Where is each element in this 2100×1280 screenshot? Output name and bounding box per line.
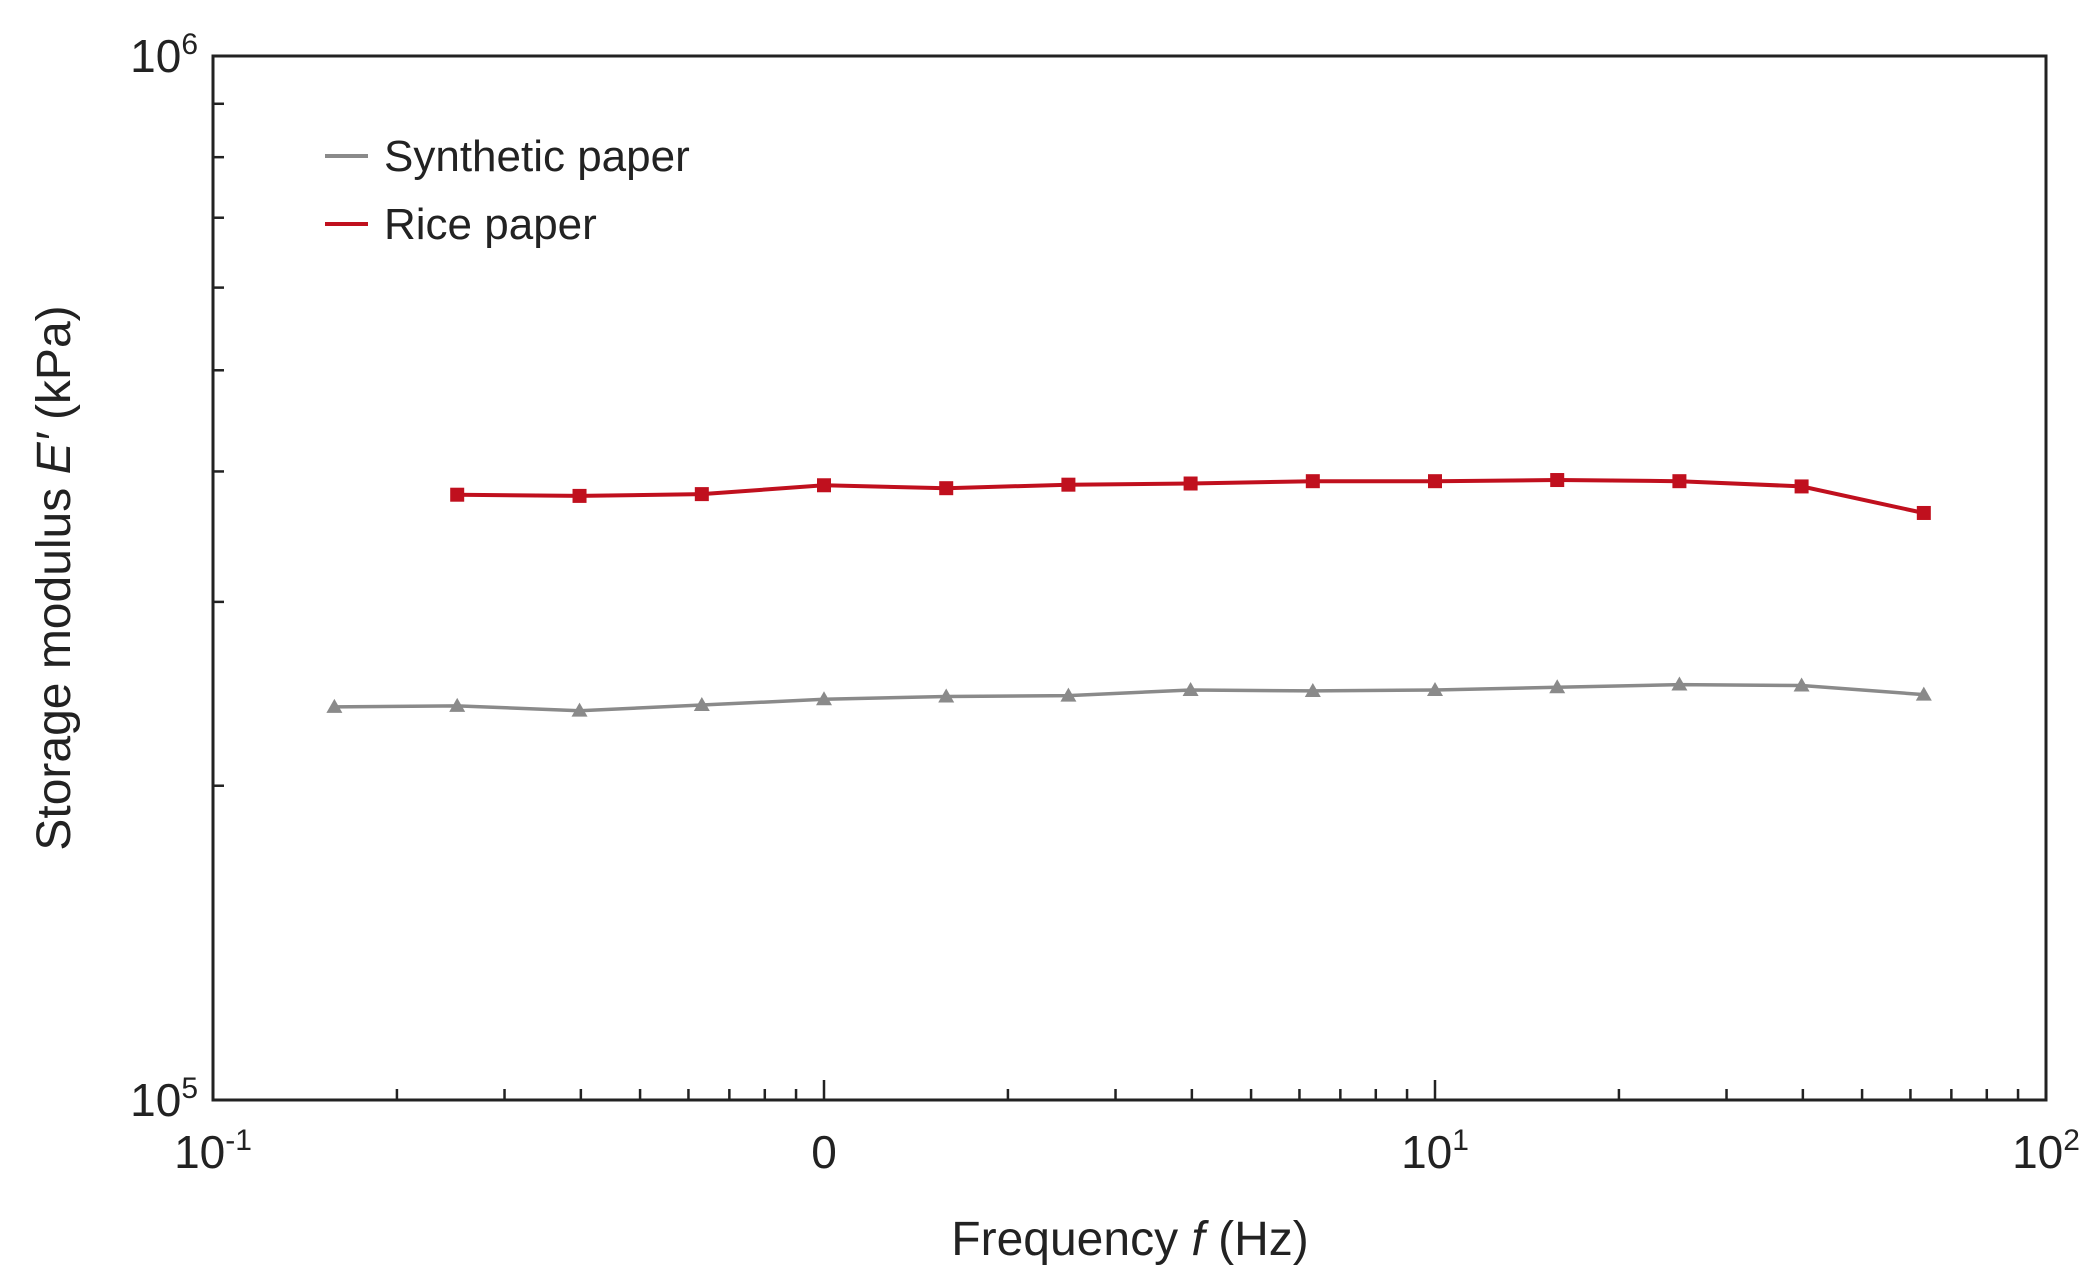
x-axis-title: Frequency f (Hz) — [951, 1213, 1308, 1266]
data-point-synthetic-paper — [1915, 686, 1932, 701]
data-point-synthetic-paper — [1060, 687, 1077, 702]
data-point-rice-paper — [1916, 505, 1931, 520]
y-tick-label: 105 — [130, 1072, 198, 1126]
data-point-rice-paper — [450, 487, 465, 502]
x-tick-label: 0 — [811, 1126, 837, 1178]
legend-label-rice-paper: Rice paper — [384, 200, 597, 249]
data-point-rice-paper — [1428, 474, 1442, 489]
data-point-rice-paper — [1305, 474, 1320, 489]
data-point-rice-paper — [572, 488, 587, 503]
data-point-synthetic-paper — [1304, 682, 1321, 697]
data-point-synthetic-paper — [1793, 677, 1810, 692]
legend: Synthetic paper Rice paper — [325, 132, 690, 249]
legend-item-synthetic-paper: Synthetic paper — [325, 132, 690, 181]
y-axis-title: Storage modulus E′ (kPa) — [28, 305, 81, 850]
data-point-rice-paper — [1183, 476, 1198, 491]
data-point-rice-paper — [694, 487, 709, 502]
data-point-rice-paper — [1550, 473, 1565, 488]
data-point-synthetic-paper — [571, 702, 588, 717]
data-point-synthetic-paper — [449, 697, 466, 712]
data-point-synthetic-paper — [1549, 679, 1566, 694]
data-point-synthetic-paper — [693, 696, 710, 711]
x-tick-label: 102 — [2012, 1124, 2080, 1178]
data-point-rice-paper — [817, 478, 831, 493]
data-point-synthetic-paper — [1671, 676, 1688, 691]
data-point-rice-paper — [1672, 474, 1687, 489]
data-point-rice-paper — [939, 481, 954, 496]
x-tick-label: 10-1 — [174, 1124, 252, 1178]
minor-ticks — [211, 102, 2020, 1102]
series-layer — [326, 473, 1932, 717]
y-tick-labels: 105 106 — [130, 28, 198, 1126]
y-tick-label: 106 — [130, 28, 198, 82]
data-point-synthetic-paper — [326, 698, 343, 713]
data-point-synthetic-paper — [1182, 682, 1199, 697]
data-point-synthetic-paper — [938, 688, 955, 703]
plot-frame — [211, 54, 2048, 1102]
series-line-synthetic-paper — [334, 682, 1924, 713]
data-point-synthetic-paper — [1427, 682, 1443, 697]
data-point-rice-paper — [1794, 479, 1809, 494]
x-tick-label: 101 — [1401, 1124, 1469, 1178]
series-synthetic-paper — [326, 676, 1932, 717]
data-point-synthetic-paper — [816, 691, 832, 706]
legend-label-synthetic-paper: Synthetic paper — [384, 132, 690, 181]
series-rice-paper — [450, 473, 1931, 520]
legend-item-rice-paper: Rice paper — [325, 200, 597, 249]
data-point-rice-paper — [1061, 477, 1076, 492]
x-tick-labels: 10-1 0 101 102 — [174, 1124, 2080, 1178]
